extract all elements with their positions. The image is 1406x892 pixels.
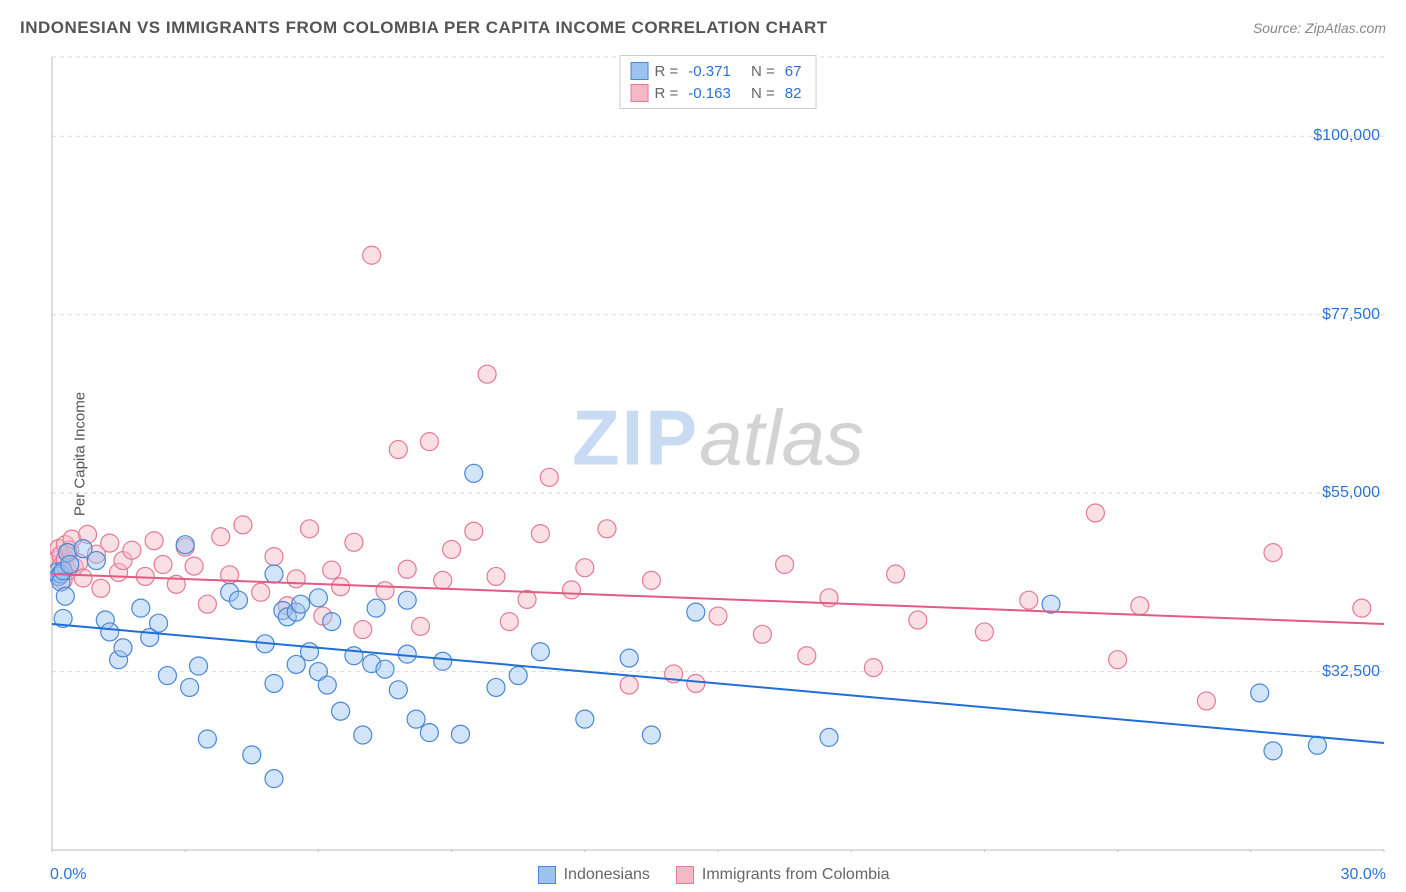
legend-swatch-pink — [676, 866, 694, 884]
r-label: R = — [655, 85, 679, 102]
y-tick-label: $55,000 — [1322, 484, 1380, 502]
n-label: N = — [751, 85, 775, 102]
legend-item-1: Indonesians — [538, 866, 650, 884]
legend-item-2: Immigrants from Colombia — [676, 866, 890, 884]
legend-row-1: R = -0.371 N = 67 — [631, 60, 806, 82]
x-axis-max: 30.0% — [1341, 866, 1386, 884]
x-axis-legend: 0.0% Indonesians Immigrants from Colombi… — [50, 866, 1386, 884]
correlation-legend: R = -0.371 N = 67 R = -0.163 N = 82 — [620, 55, 817, 109]
chart-area: Per Capita Income ZIPatlas R = -0.371 N … — [50, 55, 1386, 852]
series-legend: Indonesians Immigrants from Colombia — [538, 866, 890, 884]
source-attribution: Source: ZipAtlas.com — [1253, 20, 1386, 36]
legend-swatch-blue — [538, 866, 556, 884]
series-label-2: Immigrants from Colombia — [702, 866, 890, 884]
y-tick-label: $100,000 — [1313, 127, 1380, 145]
r-value-2: -0.163 — [684, 85, 735, 102]
chart-title: INDONESIAN VS IMMIGRANTS FROM COLOMBIA P… — [20, 18, 828, 38]
r-value-1: -0.371 — [684, 63, 735, 80]
y-tick-label: $77,500 — [1322, 306, 1380, 324]
series-label-1: Indonesians — [564, 866, 650, 884]
x-axis-min: 0.0% — [50, 866, 86, 884]
n-label: N = — [751, 63, 775, 80]
n-value-1: 67 — [781, 63, 806, 80]
scatter-plot — [50, 55, 1386, 852]
legend-swatch-pink — [631, 84, 649, 102]
r-label: R = — [655, 63, 679, 80]
y-tick-label: $32,500 — [1322, 663, 1380, 681]
chart-header: INDONESIAN VS IMMIGRANTS FROM COLOMBIA P… — [20, 18, 1386, 38]
n-value-2: 82 — [781, 85, 806, 102]
legend-swatch-blue — [631, 62, 649, 80]
legend-row-2: R = -0.163 N = 82 — [631, 82, 806, 104]
